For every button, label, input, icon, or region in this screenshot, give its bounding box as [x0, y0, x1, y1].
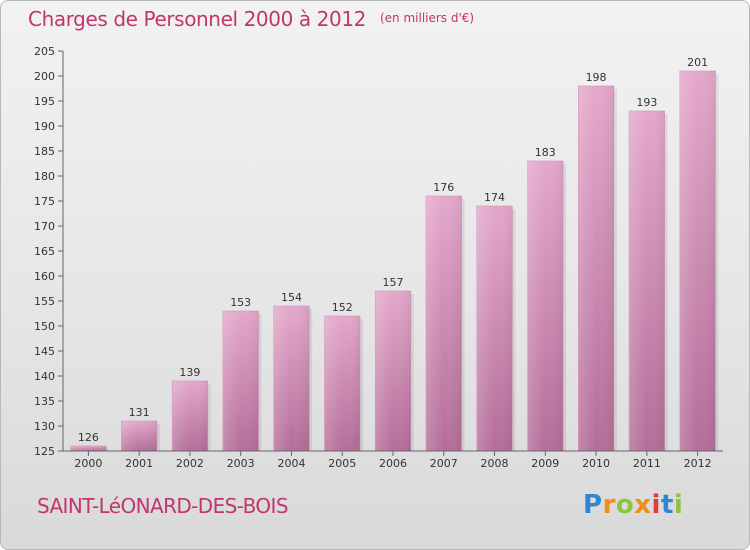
commune-name: SAINT-LéONARD-DES-BOIS: [37, 494, 289, 518]
y-tick-label: 135: [34, 395, 55, 408]
x-tick-label: 2011: [633, 457, 661, 470]
y-tick-label: 165: [34, 245, 55, 258]
x-tick-label: 2004: [277, 457, 305, 470]
bar-shine: [121, 421, 157, 451]
y-tick-label: 200: [34, 70, 55, 83]
y-tick-label: 160: [34, 270, 55, 283]
x-tick-label: 2000: [74, 457, 102, 470]
bar-value-label: 131: [129, 406, 150, 419]
y-tick-label: 140: [34, 370, 55, 383]
bar-shine: [629, 111, 665, 451]
y-tick-label: 125: [34, 445, 55, 458]
logo-letter: o: [615, 490, 635, 520]
bar-value-label: 139: [179, 366, 200, 379]
bar-value-label: 154: [281, 291, 302, 304]
logo-letter: i: [651, 490, 661, 520]
bar-value-label: 183: [535, 146, 556, 159]
bar-shine: [476, 206, 513, 451]
x-tick-label: 2009: [531, 457, 559, 470]
title-row: Charges de Personnel 2000 à 2012 (en mill…: [28, 7, 474, 31]
bar-shine: [273, 306, 310, 451]
bar-value-label: 157: [383, 276, 404, 289]
logo-letter: x: [634, 490, 652, 520]
y-tick-label: 180: [34, 170, 55, 183]
bar-shine: [70, 446, 107, 451]
bar-value-label: 174: [484, 191, 505, 204]
bar-value-label: 193: [636, 96, 657, 109]
bar-shine: [426, 196, 462, 451]
bar-shine: [222, 311, 259, 451]
y-tick-label: 145: [34, 345, 55, 358]
bar-shine: [324, 316, 360, 451]
x-tick-label: 2002: [176, 457, 204, 470]
bar-value-label: 198: [586, 71, 607, 84]
y-tick-label: 155: [34, 295, 55, 308]
bars-group: 126 131 139 153 154 152 157 176 174 183 198 193 201: [70, 56, 719, 452]
bar-shine: [172, 381, 208, 451]
x-axis: 2000 2001 2002 2003 2004 2005 2006 2007 2008 2009…: [63, 450, 723, 470]
y-tick-label: 195: [34, 95, 55, 108]
y-tick-label: 185: [34, 145, 55, 158]
bar-shine: [527, 161, 564, 451]
x-tick-label: 2001: [125, 457, 153, 470]
bar-value-label: 152: [332, 301, 353, 314]
bar-value-label: 176: [433, 181, 454, 194]
x-tick-label: 2010: [582, 457, 610, 470]
bar-shine: [578, 86, 614, 451]
x-tick-label: 2008: [481, 457, 509, 470]
x-tick-label: 2007: [430, 457, 458, 470]
bar-shine: [679, 71, 716, 451]
y-tick-label: 175: [34, 195, 55, 208]
logo-letter: t: [660, 490, 674, 520]
bar-shine: [375, 291, 411, 451]
y-tick-label: 190: [34, 120, 55, 133]
x-tick-label: 2006: [379, 457, 407, 470]
y-tick-label: 205: [34, 45, 55, 58]
y-tick-label: 130: [34, 420, 55, 433]
logo-letter: P: [583, 490, 603, 520]
bar-value-label: 153: [230, 296, 251, 309]
x-tick-label: 2003: [227, 457, 255, 470]
x-tick-label: 2012: [684, 457, 712, 470]
x-tick-label: 2005: [328, 457, 356, 470]
chart-subtitle: (en milliers d'€): [379, 11, 475, 25]
y-tick-label: 150: [34, 320, 55, 333]
chart-title: Charges de Personnel 2000 à 2012: [28, 7, 366, 31]
y-tick-label: 170: [34, 220, 55, 233]
logo-letter: i: [673, 490, 684, 520]
bar-value-label: 201: [687, 56, 708, 69]
proxiti-logo[interactable]: Proxiti: [583, 490, 683, 520]
bar-value-label: 126: [78, 431, 99, 444]
y-axis: 125 130 135 140 145 150 155 160 165 170 175 180 185 1…: [34, 45, 64, 458]
logo-letter: r: [602, 490, 616, 520]
